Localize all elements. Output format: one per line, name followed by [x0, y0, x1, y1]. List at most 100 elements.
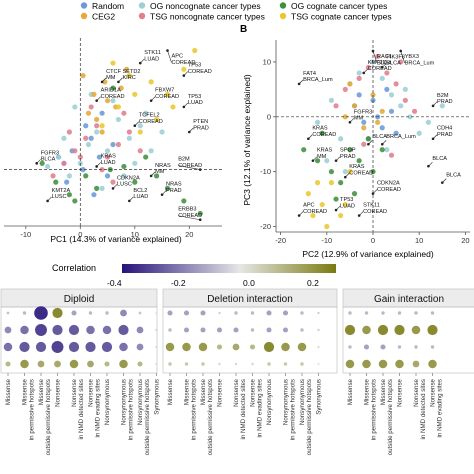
point-og-noncognate-cancer-types	[126, 135, 132, 141]
heatmap-dot	[68, 324, 80, 336]
point-tsg-cognate-cancer-types	[192, 47, 198, 54]
heatmap-dot	[119, 359, 128, 369]
annotation-leader	[167, 50, 172, 63]
heatmap-dot	[414, 345, 418, 349]
heatmap-dot	[412, 360, 420, 368]
heatmap-dot	[155, 362, 158, 366]
annotation-leader	[129, 196, 134, 202]
annotation-label: TP53	[188, 63, 201, 69]
point-random	[356, 92, 362, 98]
point-tsg-cognate-cancer-types	[110, 60, 116, 66]
point-tsg-noncognate-cancer-types	[137, 148, 143, 154]
point-og-cognate-cancer-types	[328, 169, 335, 175]
column-label-sub: outside permissive hotspots	[207, 379, 214, 455]
heatmap-dot	[37, 360, 45, 368]
point-ceg2	[370, 92, 376, 98]
annotation-leader	[442, 178, 447, 183]
heatmap-dot	[363, 344, 370, 350]
heatmap-dot	[345, 359, 355, 369]
axes-a: -10 0 10 20	[4, 38, 222, 239]
heatmap-dot	[317, 328, 320, 332]
point-tsg-noncognate-cancer-types	[121, 110, 127, 116]
annotation-leader	[345, 172, 350, 178]
point-ceg2	[124, 66, 130, 72]
column-label: Nonsense	[413, 378, 420, 406]
colorbar-tick-2: -0.2	[171, 278, 186, 288]
y-tick-label: 0	[267, 112, 271, 121]
column-label: Synonymous	[154, 379, 161, 415]
point-tsg-cognate-cancer-types	[164, 91, 171, 97]
heatmap-dot	[168, 362, 172, 366]
annotation-label: BRCA_Lum	[405, 60, 435, 66]
heatmap-dot	[183, 327, 190, 333]
annotation-leader	[298, 79, 304, 85]
point-random	[379, 125, 385, 131]
heatmap-dot	[234, 362, 238, 366]
annotation-label: COREAD	[303, 209, 327, 215]
legend-swatch-ceg2	[80, 12, 88, 20]
point-tsg-cognate-cancer-types	[342, 201, 348, 208]
legend-label-random: Random	[92, 1, 124, 11]
heatmap-dot	[182, 342, 191, 352]
point-tsg-cognate-cancer-types	[154, 116, 160, 123]
annotation-leader	[134, 121, 140, 126]
point-tsg-cognate-cancer-types	[181, 66, 187, 72]
annotation-label: BLCA	[41, 157, 56, 163]
legend-swatch-og-cognate	[279, 2, 287, 9]
heatmap-dot	[52, 307, 63, 319]
point-og-cognate-cancer-types	[347, 147, 353, 153]
heatmap-dot	[167, 310, 173, 316]
legend-label-ceg2: CEG2	[92, 12, 115, 22]
annotation-label: BRCA_Lum	[303, 77, 333, 83]
annotation-leader	[183, 102, 189, 108]
heatmap-dot	[118, 324, 129, 336]
legend-swatch-random	[80, 2, 88, 9]
annotation-label: RAC1	[377, 54, 392, 60]
point-tsg-cognate-cancer-types	[132, 91, 138, 97]
heatmap-dot	[201, 362, 205, 366]
annotation-label: STK11	[144, 50, 161, 56]
annotation-label: CDH4	[437, 126, 452, 132]
heatmap-dot	[155, 345, 158, 349]
heatmap-dot	[20, 359, 29, 369]
heatmap-dot	[102, 325, 112, 335]
column-label-sub: in permissive hotspots	[191, 379, 198, 440]
annotation-label: COREAD	[363, 209, 387, 215]
annotation-leader	[372, 189, 378, 194]
y-tick-label: -20	[260, 222, 271, 231]
legend: Random OG noncognate cancer types OG cog…	[80, 1, 392, 22]
annotation-leader	[140, 58, 145, 64]
point-random	[96, 154, 102, 160]
heatmap-dot	[317, 345, 320, 349]
annotation-label: COREAD	[349, 170, 373, 176]
point-og-noncognate-cancer-types	[121, 173, 127, 179]
point-ceg2	[118, 85, 124, 91]
colorbar-gradient	[122, 264, 336, 273]
point-tsg-noncognate-cancer-types	[365, 64, 371, 71]
annotation-leader	[118, 77, 123, 83]
annotation-label: PRAD	[437, 132, 453, 138]
heatmap-dot	[266, 310, 272, 316]
legend-label-og-cognate: OG cognate cancer types	[291, 1, 387, 11]
point-tsg-noncognate-cancer-types	[333, 103, 339, 109]
point-tsg-noncognate-cancer-types	[66, 129, 72, 135]
heatmap-dot	[380, 344, 386, 350]
points-b	[301, 53, 445, 230]
heatmap-dot	[362, 325, 371, 335]
column-label: Nonsense	[233, 378, 240, 406]
annotation-label: APC	[303, 203, 315, 209]
annotation-label: FGFR3	[41, 150, 59, 156]
annotation-label: LUAD	[133, 194, 148, 200]
column-label: Nonsense	[250, 378, 257, 406]
point-tsg-cognate-cancer-types	[314, 180, 321, 186]
heatmap-dot	[20, 325, 29, 335]
heatmap-dot	[35, 341, 47, 353]
heatmap-dot	[168, 328, 172, 332]
x-tick-label: -10	[20, 230, 31, 239]
column-label: Missense	[364, 378, 371, 405]
point-og-noncognate-cancer-types	[338, 136, 344, 142]
point-tsg-noncognate-cancer-types	[411, 108, 418, 114]
annotation-label: LUAD	[144, 56, 159, 62]
point-og-cognate-cancer-types	[132, 179, 138, 185]
